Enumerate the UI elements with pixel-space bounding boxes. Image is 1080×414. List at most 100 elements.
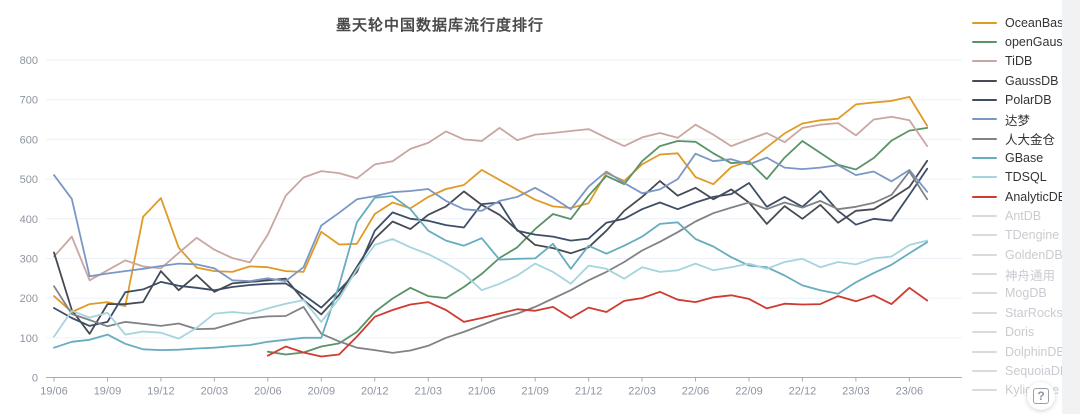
series-line-TDSQL[interactable] (53, 238, 929, 340)
y-axis-tick-label: 500 (20, 174, 38, 186)
x-axis-tick-label: 20/03 (201, 386, 229, 398)
legend-item-GaussDB[interactable]: GaussDB (972, 71, 1077, 90)
series-line-人大金仓[interactable] (53, 170, 929, 354)
legend-swatch-icon (972, 369, 997, 372)
x-axis-tick-label: 21/03 (414, 386, 442, 398)
legend-item-达梦[interactable]: 达梦 (972, 110, 1077, 129)
legend-swatch-icon (972, 60, 997, 63)
legend-label: GaussDB (1005, 73, 1059, 88)
legend-swatch-icon (972, 79, 997, 82)
x-axis-tick-label: 20/06 (254, 386, 282, 398)
series-line-AnalyticDB[interactable] (266, 286, 929, 358)
legend-swatch-icon (972, 215, 997, 218)
x-axis-tick-label: 19/12 (147, 386, 175, 398)
legend-item-AntDB[interactable]: AntDB (972, 206, 1077, 225)
x-axis-tick-label: 21/12 (575, 386, 603, 398)
series-line-TiDB[interactable] (53, 115, 929, 282)
legend-item-Doris[interactable]: Doris (972, 323, 1077, 342)
series-line-PolarDB[interactable] (53, 167, 929, 327)
y-axis-tick-label: 100 (20, 333, 38, 345)
legend-swatch-icon (972, 273, 997, 276)
legend-item-MogDB[interactable]: MogDB (972, 284, 1077, 303)
x-axis-tick-label: 19/09 (94, 386, 122, 398)
legend-item-TiDB[interactable]: TiDB (972, 52, 1077, 71)
series-line-GBase[interactable] (53, 195, 929, 352)
series-line-OceanBase[interactable] (53, 96, 929, 313)
x-axis-tick-label: 23/03 (842, 386, 870, 398)
series-line-达梦[interactable] (53, 152, 929, 283)
legend-label: 达梦 (1005, 113, 1031, 128)
y-axis-tick-label: 400 (20, 214, 38, 226)
legend-item-DolphinDB[interactable]: DolphinDB (972, 342, 1077, 361)
x-axis-tick-label: 21/09 (521, 386, 549, 398)
legend-label: GBase (1005, 151, 1044, 166)
legend-item-PolarDB[interactable]: PolarDB (972, 90, 1077, 109)
legend-item-TDSQL[interactable]: TDSQL (972, 168, 1077, 187)
legend-item-AnalyticDB[interactable]: AnalyticDB (972, 187, 1077, 206)
legend-swatch-icon (972, 137, 997, 140)
x-axis-tick-label: 22/12 (789, 386, 817, 398)
y-axis-tick-label: 200 (20, 293, 38, 305)
legend-swatch-icon (972, 253, 997, 256)
legend-item-StarRocks[interactable]: StarRocks (972, 303, 1077, 322)
legend-label: AntDB (1005, 209, 1042, 224)
x-axis-tick-label: 23/06 (896, 386, 924, 398)
legend-item-GoldenDB[interactable]: GoldenDB (972, 245, 1077, 264)
legend-item-TDengine[interactable]: TDengine (972, 226, 1077, 245)
x-axis-tick-label: 19/06 (40, 386, 68, 398)
page-background-gutter (1062, 0, 1080, 414)
legend-label: MogDB (1005, 286, 1047, 301)
y-axis-tick-label: 0 (32, 373, 38, 385)
legend-label: DolphinDB (1005, 344, 1065, 359)
legend-swatch-icon (972, 41, 997, 44)
series-line-GaussDB[interactable] (53, 159, 929, 335)
chart-legend: OceanBase openGauss TiDB GaussDB PolarDB 达梦人大… (972, 13, 1077, 400)
legend-item-GBase[interactable]: GBase (972, 148, 1077, 167)
legend-item-openGauss[interactable]: openGauss (972, 32, 1077, 51)
legend-item-OceanBase[interactable]: OceanBase (972, 13, 1077, 32)
legend-label: OceanBase (1005, 15, 1071, 30)
legend-swatch-icon (972, 195, 997, 198)
legend-item-SequoiaDB[interactable]: SequoiaDB (972, 361, 1077, 380)
legend-swatch-icon (972, 99, 997, 102)
legend-swatch-icon (972, 331, 997, 334)
legend-label: Doris (1005, 325, 1035, 340)
legend-swatch-icon (972, 234, 997, 237)
x-axis-tick-label: 22/09 (735, 386, 763, 398)
legend-swatch-icon (972, 350, 997, 353)
legend-label: 神舟通用 (1005, 268, 1056, 283)
legend-swatch-icon (972, 118, 997, 121)
y-axis-tick-label: 800 (20, 55, 38, 67)
legend-label: PolarDB (1005, 93, 1052, 108)
legend-label: 人大金仓 (1005, 133, 1056, 148)
legend-swatch-icon (972, 176, 997, 179)
x-axis-tick-label: 22/06 (682, 386, 710, 398)
legend-label: StarRocks (1005, 305, 1063, 320)
legend-label: openGauss (1005, 35, 1069, 50)
help-button[interactable]: ? (1027, 382, 1055, 410)
legend-item-人大金仓[interactable]: 人大金仓 (972, 129, 1077, 148)
x-axis-tick-label: 20/09 (308, 386, 336, 398)
y-axis-tick-label: 300 (20, 253, 38, 265)
series-line-openGauss[interactable] (266, 127, 929, 356)
y-axis-tick-label: 700 (20, 95, 38, 107)
y-axis-tick-label: 600 (20, 134, 38, 146)
legend-item-神舟通用[interactable]: 神舟通用 (972, 264, 1077, 283)
legend-swatch-icon (972, 292, 997, 295)
x-axis-tick-label: 21/06 (468, 386, 496, 398)
legend-label: TDSQL (1005, 170, 1047, 185)
chart-title: 墨天轮中国数据库流行度排行 (335, 17, 544, 34)
legend-label: GoldenDB (1005, 247, 1063, 262)
legend-label: TDengine (1005, 228, 1060, 243)
legend-swatch-icon (972, 311, 997, 314)
legend-label: AnalyticDB (1005, 189, 1067, 204)
legend-swatch-icon (972, 157, 997, 160)
legend-swatch-icon (972, 21, 997, 24)
x-axis-tick-label: 22/03 (628, 386, 656, 398)
question-icon: ? (1032, 388, 1050, 404)
x-axis-tick-label: 20/12 (361, 386, 389, 398)
legend-label: TiDB (1005, 54, 1033, 69)
